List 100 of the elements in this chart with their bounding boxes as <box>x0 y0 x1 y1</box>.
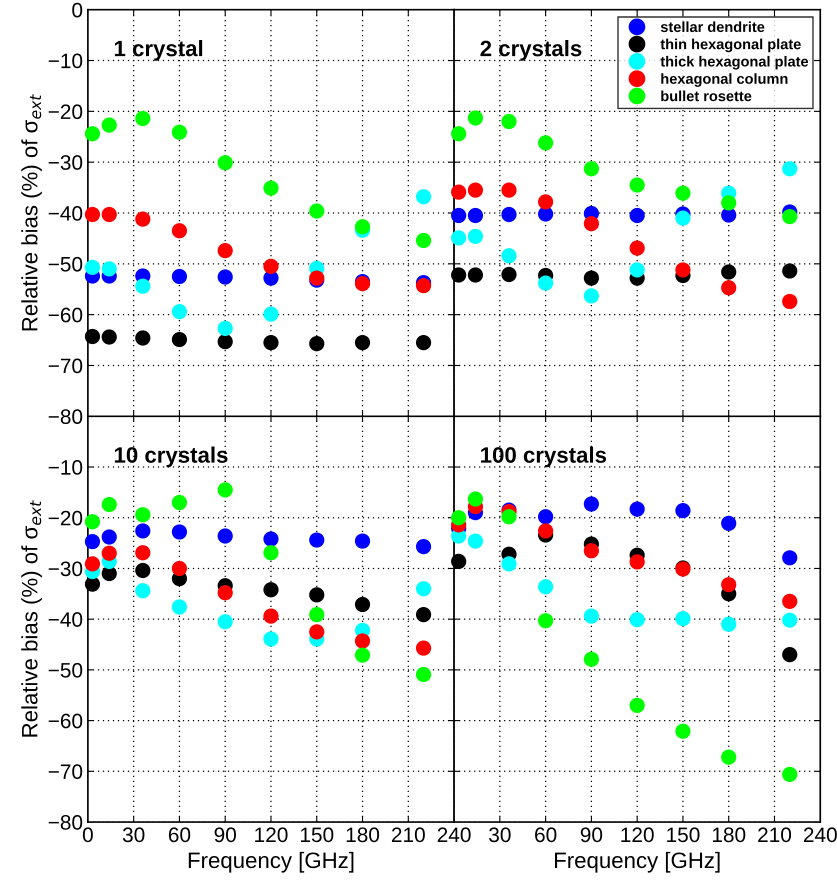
point <box>584 608 599 624</box>
point <box>584 161 599 176</box>
point <box>84 514 100 530</box>
point <box>263 258 279 274</box>
point <box>263 545 279 560</box>
point <box>675 724 691 739</box>
point <box>501 248 517 264</box>
point <box>135 110 150 126</box>
point <box>782 594 798 610</box>
point <box>218 243 233 258</box>
x-tick-label: 210 <box>392 827 425 842</box>
point <box>263 531 279 547</box>
point <box>675 210 691 226</box>
point <box>135 583 150 598</box>
point <box>84 328 100 344</box>
point <box>102 117 117 133</box>
point <box>630 502 645 517</box>
point <box>451 230 466 246</box>
point <box>416 581 432 596</box>
x-tick-label: 30 <box>489 827 511 842</box>
point <box>263 335 279 350</box>
y-tick-label: −30 <box>48 155 82 170</box>
x-tick-label: 90 <box>214 827 236 842</box>
point <box>172 560 188 576</box>
point <box>468 182 484 198</box>
point <box>218 155 233 170</box>
point <box>721 195 736 210</box>
point <box>538 523 554 539</box>
y-tick-label: −50 <box>48 662 82 678</box>
point <box>263 306 279 322</box>
point <box>102 546 117 561</box>
point <box>135 278 150 294</box>
point <box>501 114 517 130</box>
y-tick-label: −30 <box>48 561 82 576</box>
point <box>468 228 484 244</box>
point <box>102 329 117 345</box>
point <box>721 616 736 632</box>
point <box>721 516 736 531</box>
y-tick-label: 0 <box>72 2 82 18</box>
point <box>354 219 370 234</box>
point <box>309 532 324 548</box>
point <box>354 633 370 649</box>
point <box>135 507 150 522</box>
point <box>538 276 554 291</box>
point <box>584 652 599 667</box>
x-tick-label: 90 <box>580 827 602 842</box>
point <box>172 494 188 510</box>
point <box>630 262 645 278</box>
point <box>84 534 100 550</box>
point <box>135 523 150 539</box>
point <box>468 491 484 507</box>
legend-label: thick hexagonal plate <box>660 56 808 70</box>
point <box>721 577 736 592</box>
point <box>263 180 279 196</box>
point <box>172 268 188 284</box>
point <box>135 211 150 227</box>
annotation: 1 crystal <box>114 40 202 61</box>
point <box>416 640 432 656</box>
point <box>782 612 798 628</box>
point <box>135 562 150 578</box>
point <box>451 510 466 526</box>
point <box>501 556 517 572</box>
point <box>309 587 324 602</box>
point <box>263 631 279 647</box>
point <box>630 698 645 713</box>
y-tick-label: −40 <box>48 206 82 221</box>
x-tick-label: 180 <box>712 827 746 842</box>
point <box>416 335 432 350</box>
y-tick-label: −80 <box>48 815 82 830</box>
point <box>84 556 100 572</box>
point <box>84 206 100 222</box>
point <box>135 545 150 560</box>
point <box>309 336 324 352</box>
point <box>84 576 100 592</box>
point <box>218 269 233 285</box>
point <box>538 509 554 524</box>
point <box>675 186 691 201</box>
annotation: 2 crystals <box>480 40 582 61</box>
point <box>416 606 432 622</box>
x-axis-title: Frequency [GHz] <box>188 852 354 873</box>
point <box>218 614 233 630</box>
point <box>84 260 100 275</box>
point <box>782 550 798 566</box>
x-tick-label: 150 <box>667 827 700 842</box>
point <box>675 611 691 626</box>
point <box>468 533 484 549</box>
point <box>782 208 798 224</box>
point <box>538 579 554 594</box>
point <box>172 124 188 140</box>
point <box>584 543 599 558</box>
point <box>782 647 798 662</box>
y-tick-label: −50 <box>48 256 82 272</box>
point <box>675 262 691 278</box>
point <box>584 216 599 232</box>
point <box>468 267 484 283</box>
point <box>782 766 798 782</box>
point <box>451 208 466 224</box>
point <box>102 529 117 545</box>
point <box>172 524 188 540</box>
x-tick-label: 180 <box>346 827 380 842</box>
